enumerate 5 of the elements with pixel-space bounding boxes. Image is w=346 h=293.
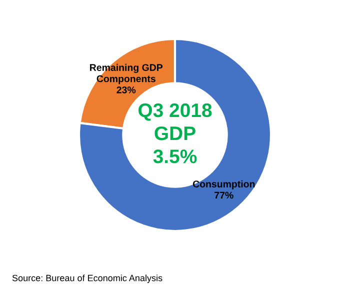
slice-label: Consumption bbox=[192, 180, 255, 190]
source-note: Source: Bureau of Economic Analysis bbox=[12, 274, 162, 283]
data-label: 23% bbox=[116, 86, 136, 94]
text: Q3 2018 GDP 3.5% bbox=[138, 103, 212, 164]
data-label: 77% bbox=[214, 192, 234, 199]
